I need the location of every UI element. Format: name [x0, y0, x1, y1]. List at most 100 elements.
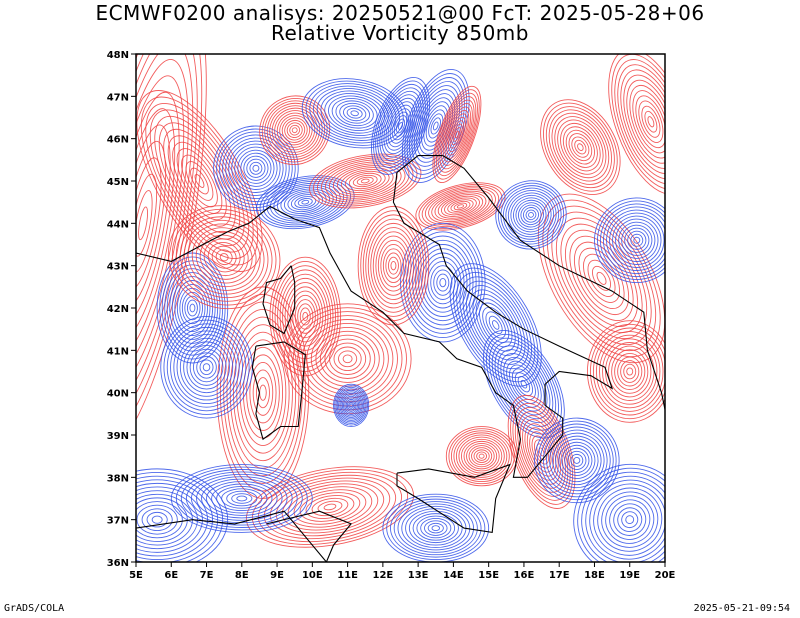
positive-vorticity-contour — [338, 350, 358, 368]
negative-vorticity-contour — [506, 360, 542, 408]
x-tick-label: 13E — [408, 570, 429, 581]
positive-vorticity-contour — [614, 59, 665, 185]
negative-vorticity-contour — [236, 495, 248, 502]
negative-vorticity-contour — [237, 149, 275, 187]
negative-vorticity-contour — [469, 289, 523, 361]
negative-vorticity-contour — [513, 197, 549, 233]
negative-vorticity-contour — [393, 501, 478, 556]
positive-vorticity-contour — [219, 293, 307, 492]
negative-vorticity-contour — [287, 192, 324, 213]
negative-vorticity-contour — [403, 227, 483, 339]
negative-vorticity-contour — [222, 134, 290, 203]
negative-vorticity-contour — [522, 207, 540, 223]
positive-vorticity-contour — [319, 334, 376, 383]
negative-vorticity-contour — [475, 298, 516, 352]
positive-vorticity-contour — [437, 194, 484, 219]
positive-vorticity-contour — [274, 110, 316, 151]
positive-vorticity-contour — [415, 182, 506, 231]
x-tick-label: 19E — [619, 570, 640, 581]
negative-vorticity-contour — [546, 429, 608, 492]
negative-vorticity-contour — [226, 490, 258, 507]
negative-vorticity-contour — [507, 192, 555, 238]
positive-vorticity-contour — [533, 439, 550, 465]
negative-vorticity-contour — [185, 471, 298, 526]
negative-vorticity-contour — [333, 383, 370, 428]
positive-vorticity-contour — [261, 98, 328, 163]
positive-vorticity-contour — [560, 122, 601, 172]
positive-vorticity-contour — [136, 75, 185, 372]
negative-vorticity-contour — [169, 272, 216, 344]
positive-vorticity-contour — [324, 161, 406, 201]
x-tick-label: 6E — [164, 570, 178, 581]
positive-vorticity-contour — [517, 411, 566, 493]
negative-vorticity-contour — [136, 472, 224, 562]
positive-vorticity-contour — [245, 466, 414, 548]
positive-vorticity-contour — [286, 122, 303, 139]
positive-vorticity-contour — [620, 360, 640, 383]
negative-vorticity-contour — [202, 363, 211, 372]
positive-vorticity-contour — [167, 205, 281, 310]
positive-vorticity-contour — [476, 451, 488, 461]
y-tick-label: 41N — [107, 346, 129, 357]
x-tick-label: 16E — [514, 570, 535, 581]
positive-vorticity-contour — [309, 153, 422, 209]
positive-vorticity-contour — [387, 256, 399, 275]
negative-vorticity-contour — [136, 504, 178, 535]
negative-vorticity-contour — [594, 197, 665, 284]
negative-vorticity-contour — [408, 510, 463, 546]
positive-vorticity-contour — [136, 173, 158, 273]
negative-vorticity-contour — [436, 273, 450, 292]
negative-vorticity-contour — [603, 206, 665, 275]
negative-vorticity-contour — [216, 485, 268, 512]
positive-vorticity-contour — [592, 327, 665, 416]
negative-vorticity-contour — [180, 469, 303, 528]
positive-vorticity-contour — [380, 244, 407, 288]
negative-vorticity-contour — [420, 517, 452, 539]
negative-vorticity-contour — [243, 155, 269, 181]
positive-vorticity-contour — [281, 117, 308, 143]
negative-vorticity-contour — [186, 345, 227, 390]
negative-vorticity-contour — [339, 102, 371, 124]
positive-vorticity-contour — [310, 326, 385, 391]
positive-vorticity-contour — [623, 74, 665, 169]
positive-vorticity-contour — [219, 253, 229, 262]
negative-vorticity-contour — [421, 101, 451, 151]
positive-vorticity-contour — [167, 135, 232, 227]
footer-timestamp: 2025-05-21-09:54 — [693, 603, 790, 614]
positive-vorticity-contour — [617, 64, 665, 180]
positive-vorticity-contour — [257, 471, 403, 542]
negative-vorticity-contour — [375, 84, 426, 168]
positive-vorticity-contour — [176, 148, 223, 214]
negative-vorticity-contour — [246, 158, 266, 178]
negative-vorticity-contour — [297, 197, 313, 207]
positive-vorticity-contour — [434, 89, 480, 180]
negative-vorticity-contour — [459, 276, 532, 374]
y-tick-label: 48N — [107, 50, 129, 61]
negative-vorticity-contour — [181, 291, 203, 325]
negative-vorticity-contour — [211, 483, 273, 514]
positive-vorticity-contour — [323, 503, 337, 511]
negative-vorticity-contour — [377, 87, 424, 165]
negative-vorticity-contour — [552, 435, 602, 486]
coastline — [136, 510, 353, 562]
negative-vorticity-contour — [170, 326, 243, 408]
positive-vorticity-contour — [589, 323, 665, 420]
x-tick-label: 17E — [549, 570, 570, 581]
y-tick-label: 47N — [107, 92, 129, 103]
negative-vorticity-contour — [344, 397, 358, 414]
negative-vorticity-contour — [179, 337, 234, 397]
negative-vorticity-contour — [406, 231, 480, 334]
positive-vorticity-contour — [190, 167, 209, 195]
positive-vorticity-contour — [440, 195, 480, 217]
positive-vorticity-contour — [287, 486, 373, 528]
positive-vorticity-contour — [136, 157, 162, 290]
positive-vorticity-contour — [632, 90, 665, 154]
negative-vorticity-contour — [189, 303, 196, 313]
positive-vorticity-contour — [187, 223, 261, 291]
negative-vorticity-contour — [136, 479, 213, 561]
negative-vorticity-contour — [520, 204, 542, 226]
negative-vorticity-contour — [537, 420, 617, 501]
positive-vorticity-contour — [140, 96, 259, 266]
positive-vorticity-contour — [424, 187, 496, 226]
positive-vorticity-contour — [455, 434, 508, 478]
